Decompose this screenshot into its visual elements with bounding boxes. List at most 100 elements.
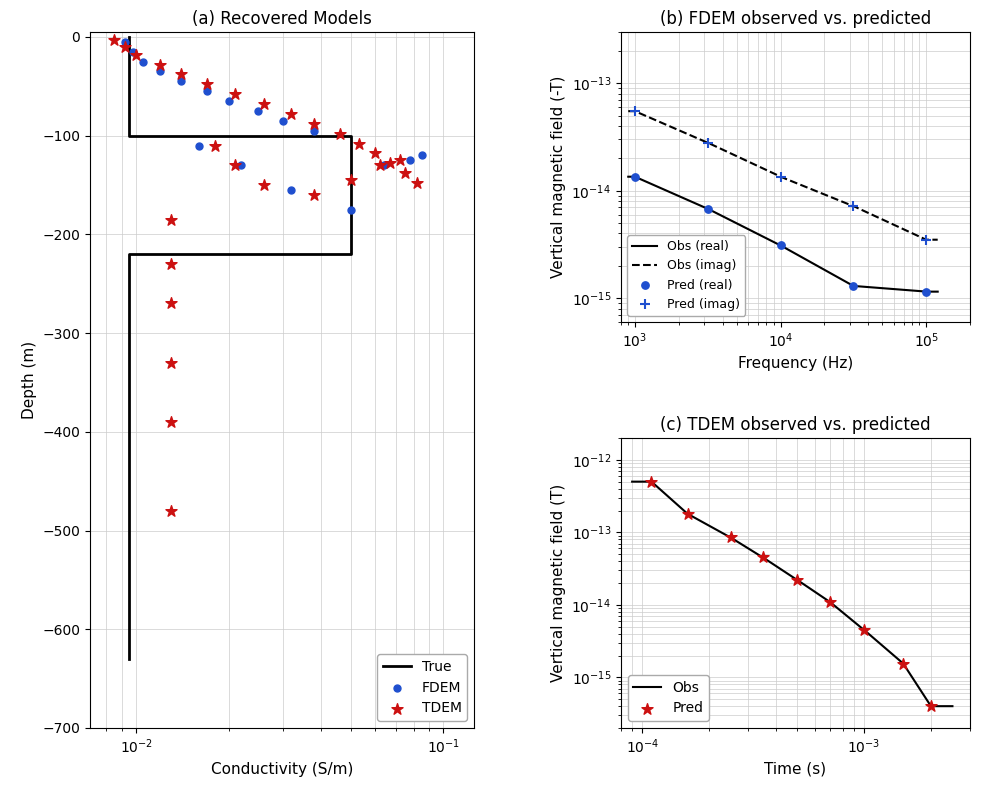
FDEM (117, 35, 133, 48)
Line: True: True (129, 37, 351, 659)
True (123, 131, 135, 141)
Obs (932, 702, 944, 711)
Pred (real) (918, 286, 934, 298)
TDEM (367, 147, 383, 160)
FDEM (135, 55, 151, 68)
FDEM (250, 105, 266, 118)
Pred (895, 657, 911, 670)
TDEM (106, 34, 122, 46)
FDEM (152, 65, 168, 78)
FDEM (221, 94, 237, 107)
Pred (imag) (700, 136, 716, 149)
FDEM (199, 85, 215, 98)
Pred (680, 507, 696, 520)
Obs (imag) (921, 235, 933, 245)
Obs (imag) (916, 233, 928, 242)
TDEM (163, 415, 179, 428)
Pred (723, 531, 739, 544)
TDEM (372, 159, 388, 172)
True (345, 250, 357, 259)
FDEM (125, 46, 141, 58)
Pred (imag) (773, 170, 789, 183)
Pred (real) (700, 202, 716, 215)
TDEM (397, 166, 413, 179)
TDEM (382, 157, 398, 170)
Obs (real) (905, 286, 917, 295)
True (123, 32, 135, 42)
True (123, 250, 135, 259)
Pred (856, 623, 872, 636)
TDEM (199, 78, 215, 90)
Legend: Obs (real), Obs (imag), Pred (real), Pred (imag): Obs (real), Obs (imag), Pred (real), Pre… (627, 235, 745, 316)
FDEM (173, 75, 189, 88)
X-axis label: Conductivity (S/m): Conductivity (S/m) (211, 762, 353, 777)
TDEM (117, 41, 133, 54)
Y-axis label: Depth (m): Depth (m) (22, 341, 37, 419)
Obs (711, 526, 723, 535)
Obs (645, 477, 657, 486)
TDEM (163, 258, 179, 270)
FDEM (233, 159, 249, 172)
Obs (real) (622, 172, 634, 182)
Obs (imag) (622, 106, 634, 116)
Pred (643, 475, 659, 488)
TDEM (343, 174, 359, 186)
Obs (imag) (932, 235, 944, 245)
TDEM (306, 189, 322, 202)
TDEM (173, 68, 189, 81)
Y-axis label: Vertical magnetic field (-T): Vertical magnetic field (-T) (551, 76, 566, 278)
TDEM (392, 154, 408, 166)
Obs (real) (932, 287, 944, 297)
FDEM (343, 203, 359, 216)
FDEM (376, 159, 392, 172)
True (123, 654, 135, 664)
X-axis label: Time (s): Time (s) (764, 762, 826, 777)
Obs (imag) (641, 111, 653, 121)
Legend: Obs, Pred: Obs, Pred (628, 675, 709, 721)
TDEM (409, 177, 425, 190)
TDEM (163, 297, 179, 310)
TDEM (332, 127, 348, 140)
FDEM (275, 114, 291, 127)
Pred (923, 700, 939, 713)
Pred (755, 551, 771, 564)
Obs (946, 702, 958, 711)
Obs (imag) (680, 128, 692, 138)
Line: Obs (imag): Obs (imag) (628, 111, 938, 240)
Obs (686, 511, 698, 521)
Obs (real) (921, 287, 933, 297)
Obs (imag) (635, 109, 647, 118)
TDEM (306, 118, 322, 130)
TDEM (163, 213, 179, 226)
TDEM (227, 159, 243, 172)
TDEM (163, 505, 179, 518)
Title: (b) FDEM observed vs. predicted: (b) FDEM observed vs. predicted (660, 10, 931, 28)
Pred (imag) (918, 234, 934, 246)
TDEM (256, 178, 272, 191)
TDEM (128, 48, 144, 61)
Pred (real) (773, 239, 789, 252)
Obs (639, 477, 651, 486)
TDEM (256, 98, 272, 110)
Obs (imag) (705, 139, 717, 149)
TDEM (283, 107, 299, 120)
Obs (real) (916, 286, 928, 296)
Obs (919, 692, 931, 702)
TDEM (163, 356, 179, 369)
FDEM (306, 124, 322, 137)
Title: (a) Recovered Models: (a) Recovered Models (192, 10, 372, 28)
Pred (real) (627, 170, 643, 183)
Obs (real) (705, 206, 717, 215)
True (345, 131, 357, 141)
Y-axis label: Vertical magnetic field (T): Vertical magnetic field (T) (551, 484, 566, 682)
TDEM (207, 139, 223, 152)
TDEM (152, 58, 168, 71)
Obs (real) (635, 174, 647, 184)
TDEM (351, 137, 367, 150)
Obs (626, 477, 638, 486)
Obs (real) (680, 194, 692, 204)
Line: Obs: Obs (632, 482, 952, 706)
FDEM (283, 183, 299, 196)
Pred (822, 595, 838, 608)
TDEM (227, 88, 243, 101)
